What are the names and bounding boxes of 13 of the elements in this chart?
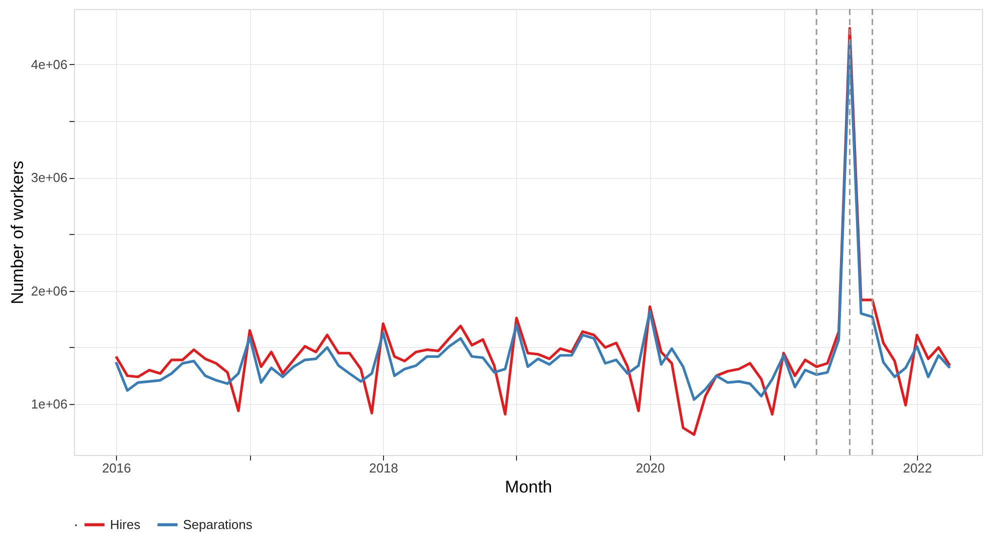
x-tick-label: 2022	[903, 460, 932, 476]
x-axis-title: Month	[504, 478, 552, 496]
y-axis-title: Number of workers	[8, 160, 27, 304]
y-tick-label: 1e+06	[30, 396, 68, 412]
y-tick-label: 4e+06	[30, 56, 68, 72]
x-tick-label: 2018	[369, 460, 398, 476]
y-tick-label: 3e+06	[30, 170, 68, 186]
legend-label: Hires	[110, 516, 141, 532]
legend-label: Separations	[183, 516, 253, 532]
y-tick-label: 2e+06	[30, 283, 68, 298]
x-tick-label: 2020	[636, 460, 665, 476]
legend-title: .	[74, 513, 78, 529]
x-tick-label: 2016	[102, 460, 131, 476]
